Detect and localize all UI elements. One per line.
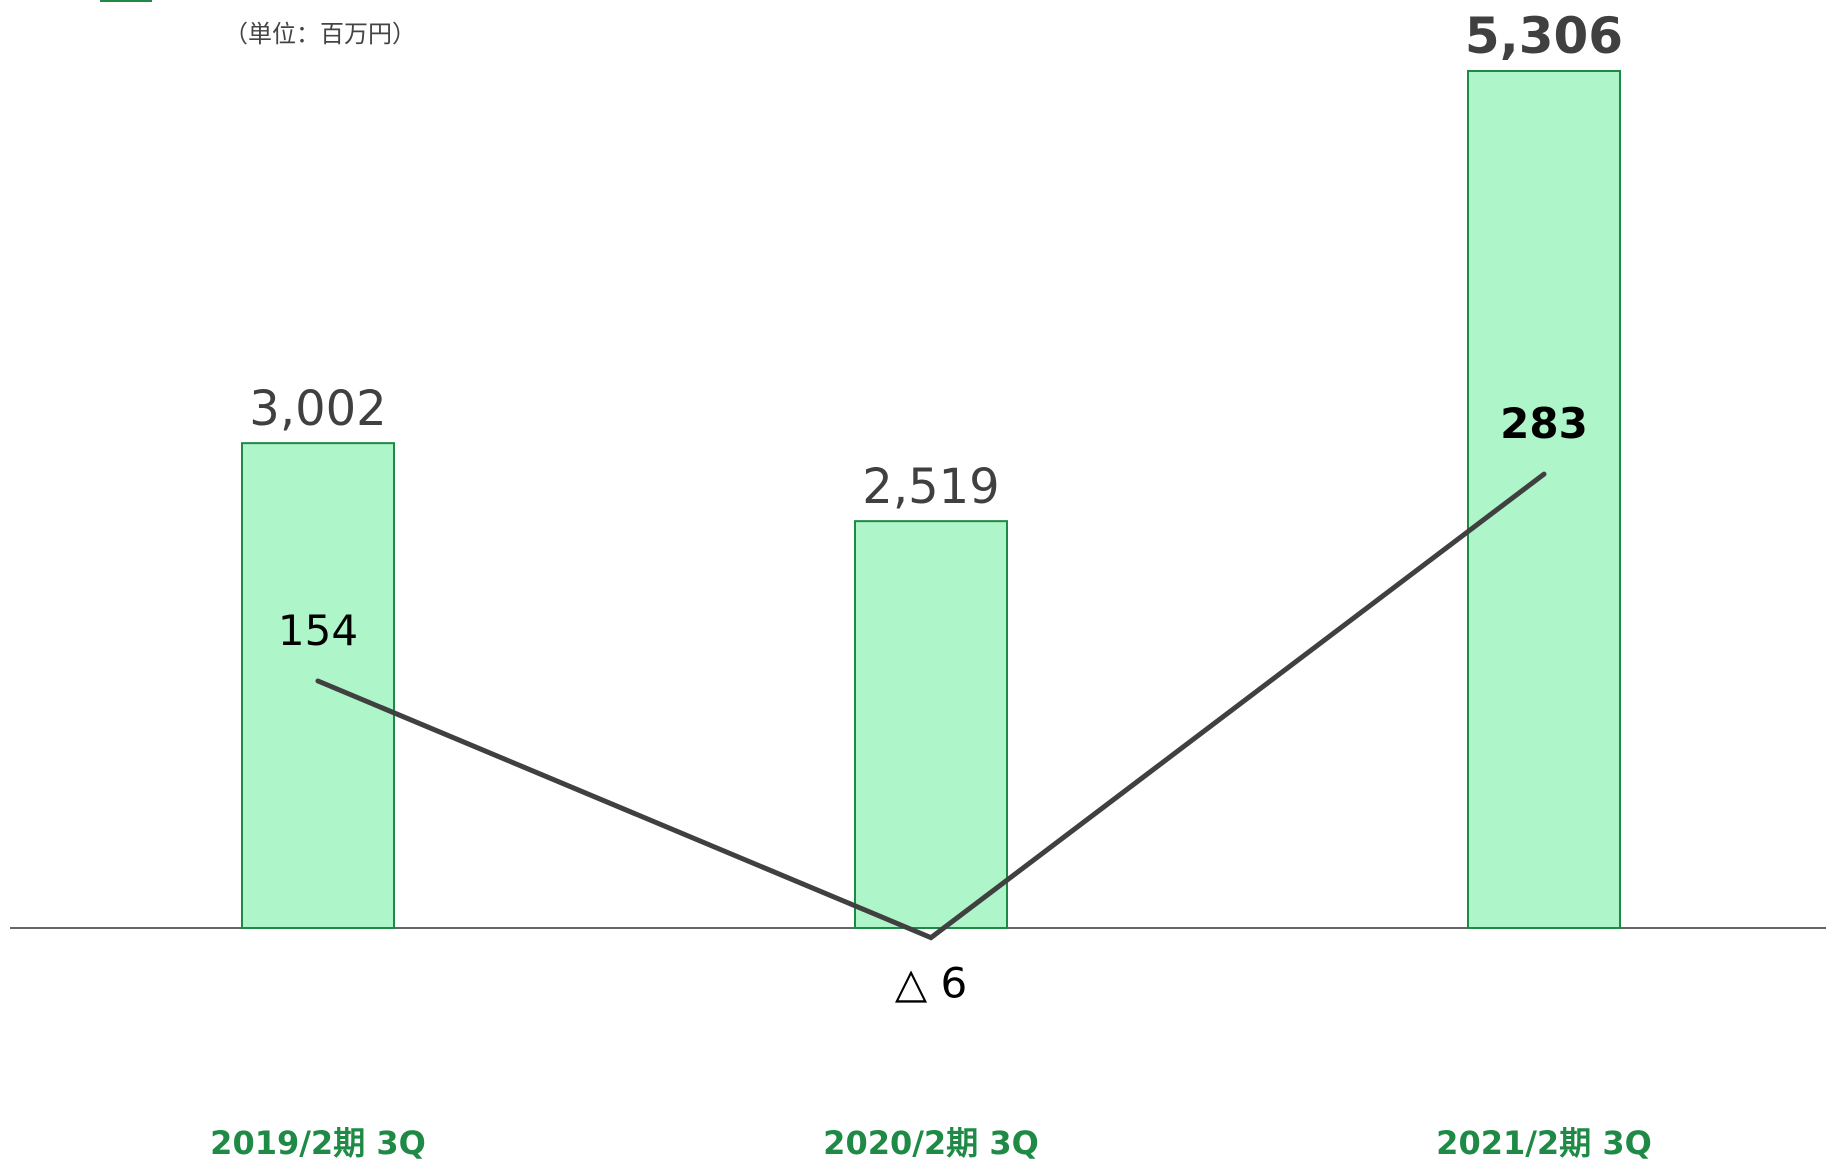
category-label: 2021/2期 3Q xyxy=(1436,1124,1652,1162)
bar-value-label: 5,306 xyxy=(1465,7,1623,65)
line-value-label: 154 xyxy=(278,606,358,655)
bar xyxy=(1467,70,1621,929)
line-series xyxy=(315,471,1547,941)
line-value-label: △ 6 xyxy=(895,959,967,1008)
legend-swatch xyxy=(100,0,152,2)
category-label: 2020/2期 3Q xyxy=(823,1124,1039,1162)
bar xyxy=(854,520,1008,930)
bar xyxy=(241,442,395,929)
bar-value-label: 3,002 xyxy=(249,381,386,437)
line-value-label: 283 xyxy=(1500,399,1588,448)
bar-value-label: 2,519 xyxy=(862,459,999,515)
unit-label: （単位：百万円） xyxy=(224,20,416,48)
category-label: 2019/2期 3Q xyxy=(210,1124,426,1162)
